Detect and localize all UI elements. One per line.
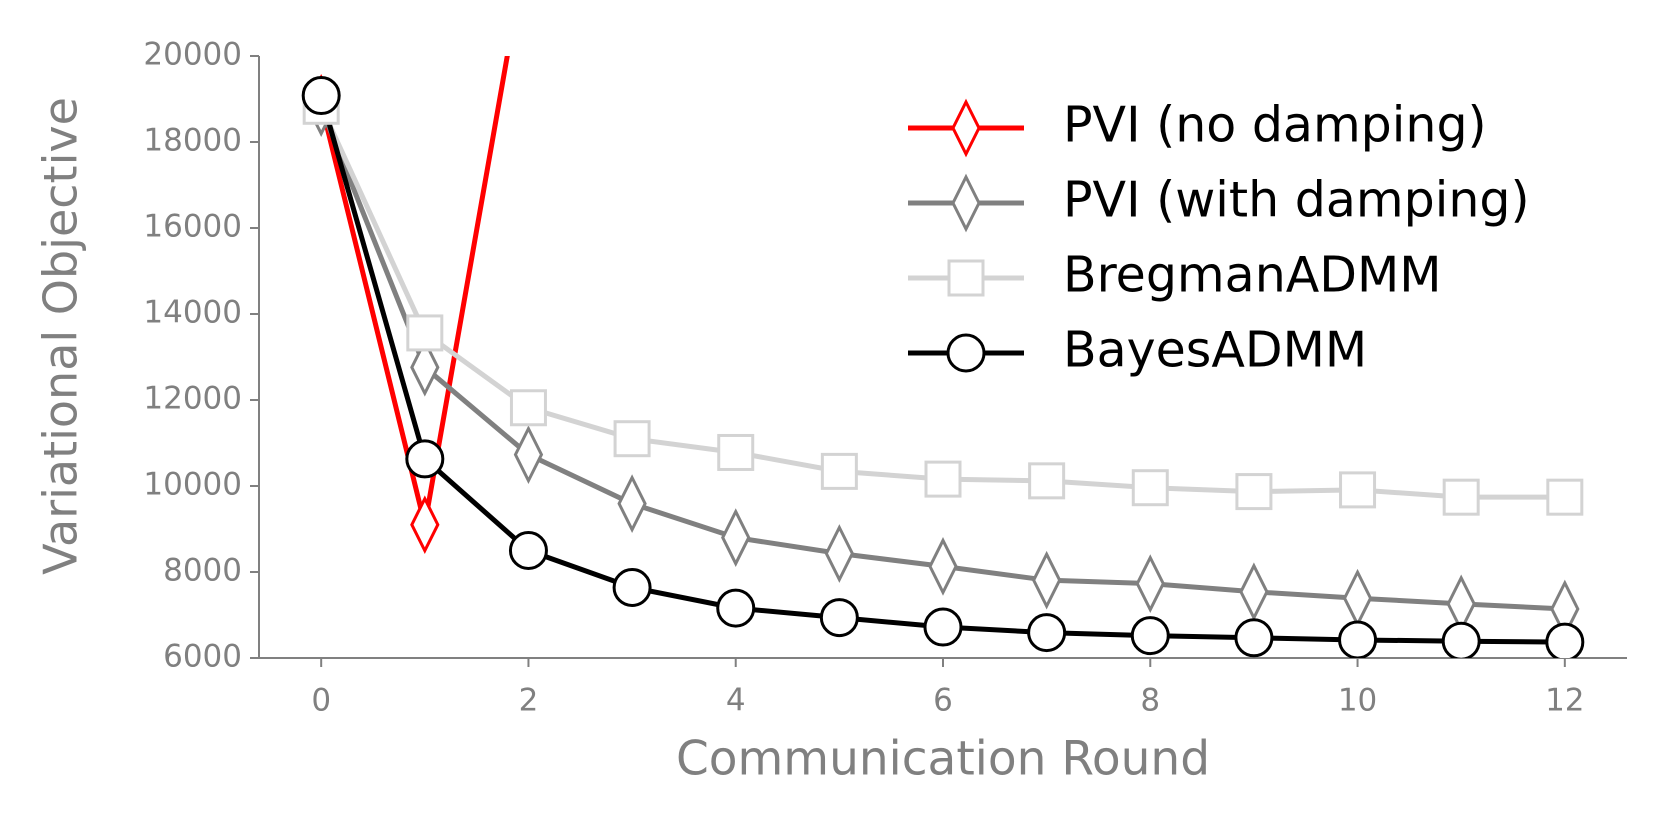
marker bbox=[406, 314, 444, 352]
marker bbox=[819, 598, 859, 638]
marker bbox=[1342, 568, 1373, 628]
marker bbox=[1441, 621, 1481, 658]
marker bbox=[1031, 550, 1062, 610]
marker bbox=[721, 508, 751, 567]
legend-label: PVI (no damping) bbox=[1063, 97, 1487, 154]
marker bbox=[301, 76, 341, 116]
x-tick-label: 12 bbox=[1545, 683, 1584, 719]
x-axis-label: Communication Round bbox=[676, 732, 1210, 787]
marker bbox=[1027, 613, 1067, 653]
x-tick-label: 10 bbox=[1338, 683, 1377, 719]
marker bbox=[513, 425, 544, 484]
x-tick-label: 0 bbox=[311, 683, 331, 719]
marker bbox=[1028, 462, 1066, 500]
legend-marker bbox=[951, 173, 981, 233]
marker bbox=[1130, 616, 1170, 656]
legend-marker bbox=[946, 333, 986, 373]
marker bbox=[1135, 554, 1165, 613]
legend-marker bbox=[951, 98, 981, 158]
y-tick-label: 12000 bbox=[143, 381, 242, 417]
marker bbox=[923, 607, 963, 647]
marker bbox=[1338, 620, 1378, 658]
marker bbox=[820, 452, 858, 490]
y-tick-label: 16000 bbox=[143, 209, 242, 245]
marker bbox=[1131, 469, 1169, 507]
marker bbox=[824, 524, 855, 583]
marker bbox=[617, 474, 647, 533]
marker bbox=[1234, 618, 1274, 658]
y-tick-label: 6000 bbox=[163, 639, 242, 675]
marker bbox=[1546, 478, 1584, 516]
legend-label: BregmanADMM bbox=[1063, 247, 1442, 304]
legend-label: PVI (with damping) bbox=[1063, 172, 1530, 229]
y-tick-label: 8000 bbox=[163, 553, 242, 589]
marker bbox=[410, 495, 440, 555]
y-tick-label: 10000 bbox=[143, 467, 242, 503]
marker bbox=[613, 420, 651, 458]
marker bbox=[405, 439, 445, 479]
y-tick-label: 14000 bbox=[143, 295, 242, 331]
legend-marker bbox=[947, 259, 985, 297]
marker bbox=[716, 588, 756, 628]
marker bbox=[1339, 471, 1377, 509]
y-tick-label: 18000 bbox=[143, 123, 242, 159]
marker bbox=[1545, 622, 1585, 658]
legend-label: BayesADMM bbox=[1063, 322, 1367, 379]
x-tick-label: 6 bbox=[933, 683, 953, 719]
marker bbox=[508, 531, 548, 570]
marker bbox=[1235, 473, 1273, 511]
marker bbox=[509, 389, 547, 427]
marker bbox=[1239, 562, 1269, 622]
x-tick-label: 8 bbox=[1140, 683, 1160, 719]
marker bbox=[924, 460, 962, 498]
marker bbox=[717, 433, 755, 471]
marker bbox=[928, 537, 958, 596]
marker bbox=[410, 337, 440, 397]
y-axis-label: Variational Objective bbox=[34, 97, 88, 575]
plot-area bbox=[301, 56, 1585, 658]
x-tick-label: 4 bbox=[726, 683, 746, 719]
marker bbox=[1442, 478, 1480, 516]
marker bbox=[612, 567, 652, 607]
x-tick-label: 2 bbox=[519, 683, 539, 719]
y-tick-label: 20000 bbox=[143, 37, 242, 73]
